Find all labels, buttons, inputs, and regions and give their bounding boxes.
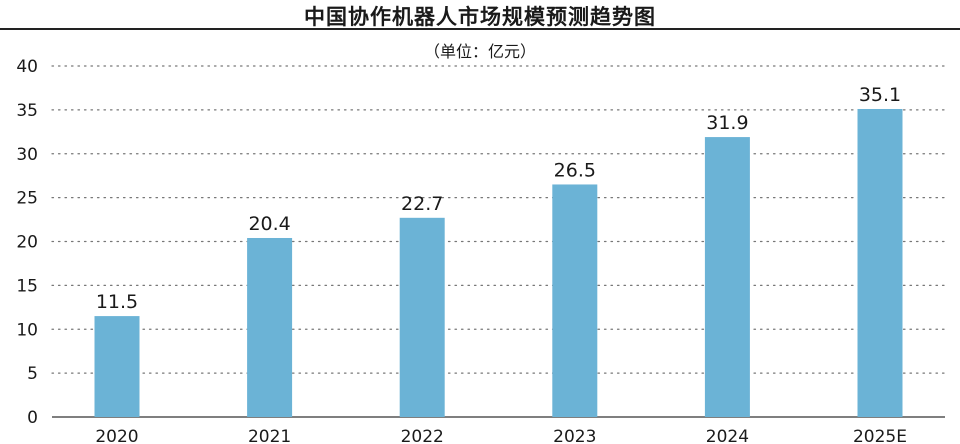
title-rule bbox=[0, 28, 960, 30]
bar bbox=[704, 137, 750, 417]
bar bbox=[857, 108, 903, 417]
bar bbox=[94, 316, 140, 417]
chart-unit: （单位：亿元） bbox=[423, 42, 536, 61]
x-tick-label: 2021 bbox=[248, 427, 291, 444]
data-label: 35.1 bbox=[859, 84, 901, 106]
y-tick-label: 25 bbox=[16, 189, 38, 209]
bar bbox=[552, 184, 598, 417]
data-label: 26.5 bbox=[554, 159, 596, 181]
y-tick-label: 15 bbox=[16, 276, 38, 296]
data-label: 22.7 bbox=[401, 193, 443, 215]
data-label: 20.4 bbox=[248, 213, 290, 235]
data-label: 31.9 bbox=[706, 112, 748, 134]
y-tick-label: 0 bbox=[27, 408, 38, 428]
x-tick-label: 2024 bbox=[706, 427, 749, 444]
data-label: 11.5 bbox=[96, 291, 138, 313]
x-tick-label: 2022 bbox=[401, 427, 444, 444]
chart-title: 中国协作机器人市场规模预测趋势图 bbox=[304, 5, 656, 29]
y-tick-label: 40 bbox=[16, 57, 38, 77]
x-tick-label: 2023 bbox=[553, 427, 596, 444]
bar bbox=[399, 217, 445, 417]
y-tick-label: 10 bbox=[16, 320, 38, 340]
y-tick-label: 20 bbox=[16, 233, 38, 253]
y-tick-label: 5 bbox=[27, 364, 38, 384]
x-tick-label: 2025E bbox=[853, 427, 907, 444]
y-tick-label: 30 bbox=[16, 145, 38, 165]
bar bbox=[247, 237, 293, 417]
x-tick-label: 2020 bbox=[95, 427, 138, 444]
y-tick-label: 35 bbox=[16, 101, 38, 121]
